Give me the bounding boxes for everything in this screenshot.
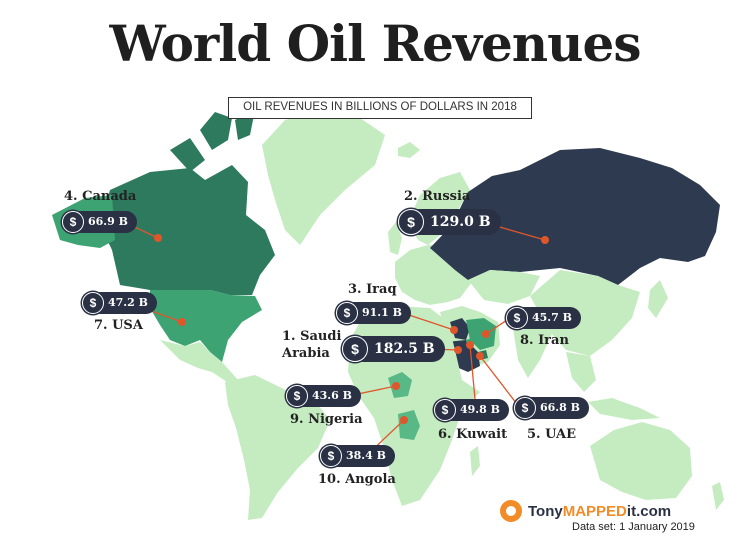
madagascar-shape (470, 446, 480, 476)
uk-shape (388, 222, 402, 255)
greenland-shape (262, 110, 385, 245)
iceland-shape (398, 142, 420, 158)
value-angola: 38.4 B (346, 449, 386, 462)
southeast-asia-shape (566, 352, 660, 420)
brand-suffix: it.com (626, 502, 672, 520)
iraq-shape (450, 318, 470, 340)
value-saudi-arabia: 182.5 B (374, 341, 435, 357)
east-asia-shape (530, 270, 640, 356)
central-asia-shape (468, 270, 540, 304)
nigeria-shape (388, 372, 412, 398)
badge-canada: $ 66.9 B (62, 211, 137, 233)
connector-iraq (405, 313, 455, 331)
label-russia: 2. Russia (404, 189, 471, 204)
dot-russia (541, 236, 549, 244)
dollar-coin-icon: $ (336, 302, 358, 324)
dollar-coin-icon: $ (82, 292, 104, 314)
dollar-coin-icon: $ (514, 397, 536, 419)
value-nigeria: 43.6 B (312, 389, 352, 402)
label-iran: 8. Iran (520, 333, 569, 348)
dot-iran (482, 330, 490, 338)
value-iran: 45.7 B (532, 311, 572, 324)
dollar-coin-icon: $ (320, 445, 342, 467)
label-kuwait: 6. Kuwait (438, 427, 508, 442)
value-canada: 66.9 B (88, 215, 128, 228)
badge-saudi-arabia: $ 182.5 B (342, 336, 445, 362)
map-subtitle: OIL REVENUES IN BILLIONS OF DOLLARS IN 2… (228, 97, 532, 119)
dollar-coin-icon: $ (506, 307, 528, 329)
brand-logo: TonyMAPPEDit.com (500, 498, 671, 524)
dollar-coin-icon: $ (434, 399, 456, 421)
japan-shape (648, 280, 668, 318)
badge-angola: $ 38.4 B (320, 445, 395, 467)
badge-uae: $ 66.8 B (514, 397, 589, 419)
value-usa: 47.2 B (108, 296, 148, 309)
india-shape (512, 318, 552, 378)
dollar-coin-icon: $ (62, 211, 84, 233)
new-zealand-shape (712, 482, 724, 510)
value-iraq: 91.1 B (362, 306, 402, 319)
label-canada: 4. Canada (64, 189, 137, 204)
brand-name: TonyMAPPEDit.com (528, 503, 671, 520)
badge-usa: $ 47.2 B (82, 292, 157, 314)
badge-kuwait: $ 49.8 B (434, 399, 509, 421)
dollar-coin-icon: $ (342, 336, 368, 362)
dot-nigeria (392, 382, 400, 390)
value-uae: 66.8 B (540, 401, 580, 414)
badge-iraq: $ 91.1 B (336, 302, 411, 324)
label-nigeria: 9. Nigeria (290, 412, 363, 427)
dot-angola (400, 416, 408, 424)
mexico-shape (160, 340, 238, 384)
dollar-coin-icon: $ (286, 385, 308, 407)
arctic-islands-shape (170, 110, 255, 172)
label-uae: 5. UAE (527, 427, 577, 442)
dot-uae (476, 352, 484, 360)
dot-usa (178, 318, 186, 326)
dataset-note: Data set: 1 January 2019 (572, 521, 695, 533)
label-saudi-arabia-line2: Arabia (282, 346, 330, 361)
value-kuwait: 49.8 B (460, 403, 500, 416)
usa-shape (150, 290, 262, 362)
brand-prefix: Tony (528, 502, 563, 520)
badge-nigeria: $ 43.6 B (286, 385, 361, 407)
dot-kuwait (466, 341, 474, 349)
page-title: World Oil Revenues (109, 14, 642, 73)
iran-shape (466, 318, 496, 350)
dot-saudi (454, 346, 462, 354)
brand-highlight: MAPPED (562, 502, 627, 520)
badge-iran: $ 45.7 B (506, 307, 581, 329)
label-angola: 10. Angola (318, 472, 396, 487)
label-usa: 7. USA (94, 318, 143, 333)
dot-canada (154, 234, 162, 242)
connector-uae (479, 355, 521, 409)
canada-shape (100, 165, 275, 295)
value-russia: 129.0 B (430, 214, 491, 230)
label-iraq: 3. Iraq (348, 282, 397, 297)
australia-shape (590, 422, 692, 500)
russia-shape (430, 148, 720, 285)
brand-mark-icon (500, 500, 522, 522)
badge-russia: $ 129.0 B (398, 209, 501, 235)
dot-iraq (450, 326, 458, 334)
connector-dots (154, 234, 549, 424)
dollar-coin-icon: $ (398, 209, 424, 235)
south-america-shape (225, 375, 330, 520)
label-saudi-arabia: 1. Saudi (282, 329, 342, 344)
